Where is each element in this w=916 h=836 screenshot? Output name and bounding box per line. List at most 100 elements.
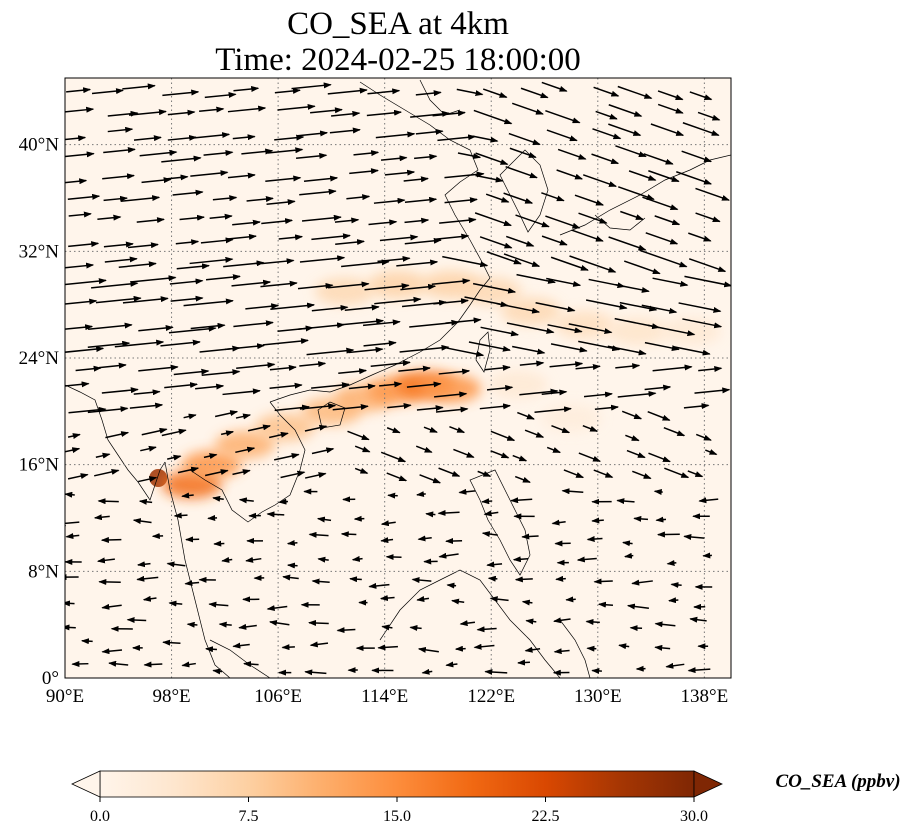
wind-arrow: [347, 430, 370, 441]
wind-arrow: [354, 467, 369, 474]
wind-arrow: [205, 274, 241, 281]
wind-arrow: [98, 578, 121, 585]
wind-arrow: [232, 134, 256, 141]
wind-arrow: [348, 383, 376, 390]
wind-arrow: [514, 475, 531, 483]
wind-arrow: [65, 262, 95, 269]
wind-arrow: [631, 579, 653, 586]
wind-arrow: [65, 298, 98, 305]
wind-arrow: [705, 449, 718, 456]
lat-tick-label: 24°N: [19, 348, 60, 369]
wind-arrow: [437, 510, 460, 516]
wind-arrow: [232, 642, 250, 649]
wind-arrow: [308, 531, 329, 538]
wind-arrow: [546, 446, 561, 454]
wind-arrow: [332, 403, 369, 411]
wind-arrow: [167, 454, 182, 461]
wind-arrow: [516, 273, 557, 284]
wind-arrow: [120, 195, 161, 202]
wind-arrow: [301, 214, 342, 222]
co-plume-3: [214, 430, 275, 459]
wind-arrow: [65, 324, 94, 331]
wind-arrow: [161, 428, 187, 437]
wind-arrow: [91, 88, 124, 95]
coast-bohai: [419, 79, 461, 116]
wind-arrow: [261, 258, 295, 265]
wind-arrow: [282, 574, 299, 581]
wind-arrow: [480, 326, 520, 337]
wind-arrow: [245, 303, 280, 310]
wind-arrow: [207, 514, 218, 521]
wind-arrow: [423, 426, 438, 433]
wind-arrow: [373, 197, 406, 204]
wind-arrow: [103, 241, 134, 248]
wind-arrow: [654, 644, 671, 651]
wind-arrow: [363, 340, 397, 347]
wind-arrow: [94, 468, 120, 477]
wind-arrow: [172, 189, 204, 196]
wind-arrow: [236, 362, 276, 369]
wind-arrow: [97, 498, 119, 505]
wind-arrow: [96, 557, 115, 564]
wind-arrow: [668, 597, 679, 604]
colorbar-label: CO_SEA (ppbv): [775, 771, 900, 792]
wind-arrow: [643, 153, 674, 165]
wind-arrow: [103, 195, 129, 202]
wind-arrow: [98, 362, 127, 369]
co-plume-18: [487, 370, 548, 399]
wind-arrow: [396, 259, 439, 267]
wind-arrow: [586, 536, 603, 543]
wind-arrow: [578, 340, 621, 352]
wind-arrow: [203, 453, 218, 460]
wind-arrow: [139, 149, 178, 157]
wind-arrow: [432, 110, 466, 117]
wind-arrow: [444, 171, 485, 179]
wind-arrow: [183, 298, 234, 307]
wind-arrow: [416, 596, 430, 602]
wind-arrow: [676, 171, 713, 185]
wind-arrow: [165, 174, 189, 181]
wind-arrow: [524, 429, 545, 438]
wind-arrow: [481, 531, 498, 537]
wind-arrow: [582, 174, 617, 188]
wind-arrow: [666, 560, 677, 566]
lat-tick-label: 32°N: [19, 241, 60, 262]
wind-arrow: [515, 214, 550, 228]
wind-arrow: [266, 199, 296, 206]
wind-arrow: [583, 391, 613, 398]
coast-philippines: [469, 469, 531, 576]
wind-arrow: [199, 106, 225, 113]
wind-arrow: [303, 175, 339, 182]
wind-arrow: [633, 515, 649, 522]
wind-arrow: [632, 470, 652, 480]
wind-arrow: [591, 667, 602, 674]
title-line2: Time: 2024-02-25 18:00:00: [215, 42, 580, 78]
wind-arrow: [209, 213, 233, 220]
wind-arrow: [625, 434, 640, 442]
wind-arrow: [433, 298, 469, 305]
wind-arrow: [517, 411, 535, 420]
wind-arrow: [384, 169, 416, 176]
co-plume-19: [541, 404, 602, 432]
wind-arrow: [267, 147, 304, 154]
wind-arrow: [535, 302, 576, 313]
wind-arrow: [65, 520, 80, 527]
wind-arrow: [181, 661, 196, 668]
wind-arrow: [311, 382, 350, 389]
wind-arrow: [541, 235, 568, 246]
wind-arrow: [336, 627, 356, 634]
wind-arrow: [485, 193, 510, 203]
wind-arrow: [103, 147, 136, 154]
wind-arrow: [232, 219, 261, 226]
co-plume-9: [421, 374, 482, 403]
wind-arrow: [591, 153, 620, 165]
wind-arrow: [142, 595, 157, 602]
wind-arrow: [91, 280, 139, 289]
wind-arrow: [618, 643, 630, 650]
wind-arrow: [311, 447, 335, 455]
wind-arrow: [506, 322, 555, 334]
wind-arrow: [512, 556, 529, 563]
wind-arrow: [190, 170, 229, 177]
wind-arrow: [379, 381, 403, 388]
wind-arrow: [306, 347, 355, 356]
